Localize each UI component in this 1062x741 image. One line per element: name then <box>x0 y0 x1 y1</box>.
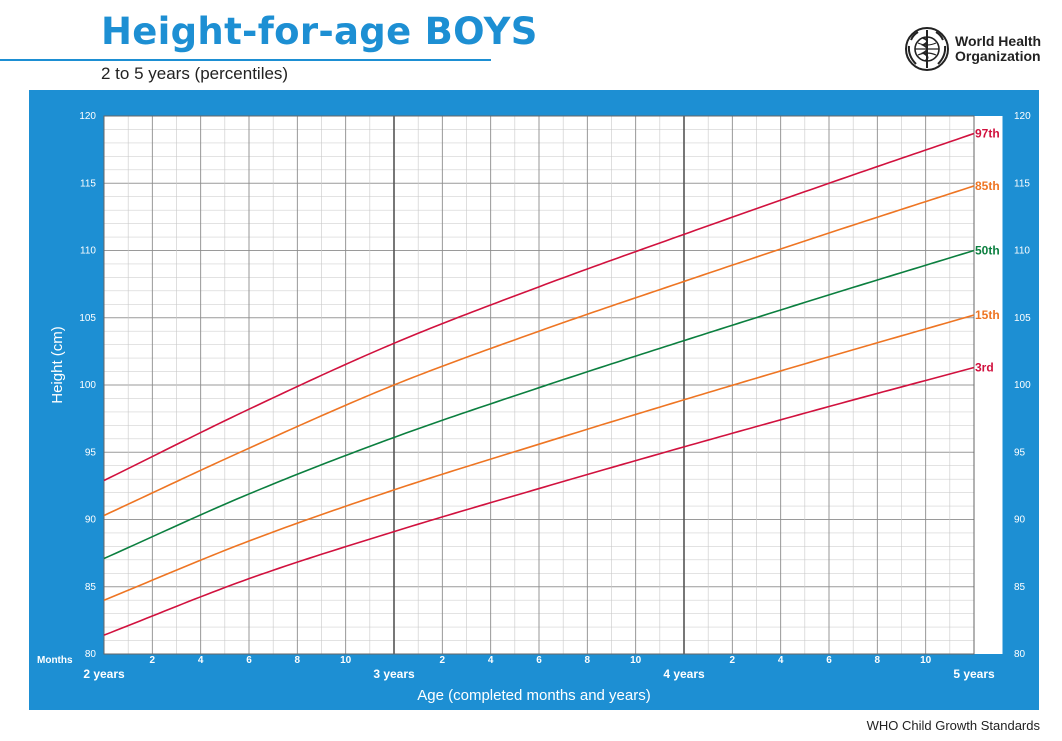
y-tick-label: 95 <box>1014 447 1026 458</box>
percentile-label-3rd: 3rd <box>975 361 994 375</box>
percentile-curve-15th <box>103 314 975 601</box>
x-tick-labels: 2 4 6 8 10 2 4 6 8 10 2 4 6 8 10 2 years 3 years 4 years 5… <box>83 655 995 681</box>
x-axis-label: Age (completed months and years) <box>417 687 650 704</box>
percentile-label-15th: 15th <box>975 308 1000 322</box>
percentile-label-97th: 97th <box>975 126 1000 140</box>
chart-panel: 97th 85th 50th 15th 3rd 80 85 90 95 100 105 110 115… <box>29 90 1039 710</box>
month-tick-label: 2 <box>440 655 446 666</box>
y-tick-label: 90 <box>85 515 97 526</box>
month-tick-label: 10 <box>340 655 352 666</box>
footer-note: WHO Child Growth Standards <box>866 718 1040 733</box>
y-tick-label: 120 <box>79 111 96 122</box>
year-tick-label: 3 years <box>373 667 415 681</box>
y-tick-label: 80 <box>85 649 97 660</box>
month-tick-label: 2 <box>150 655 156 666</box>
month-tick-label: 10 <box>630 655 642 666</box>
percentile-curve-3rd <box>103 366 975 636</box>
y-tick-label: 90 <box>1014 515 1026 526</box>
y-tick-label: 95 <box>85 447 97 458</box>
month-tick-label: 4 <box>778 655 784 666</box>
percentile-curve-50th <box>103 249 975 560</box>
growth-chart: 97th 85th 50th 15th 3rd 80 85 90 95 100 105 110 115… <box>37 111 1031 704</box>
y-tick-label: 100 <box>79 380 96 391</box>
y-tick-label: 100 <box>1014 380 1031 391</box>
title-underline <box>0 59 491 61</box>
percentile-label-85th: 85th <box>975 179 1000 193</box>
percentile-curve-85th <box>103 185 975 517</box>
month-tick-label: 6 <box>536 655 542 666</box>
year-tick-label: 2 years <box>83 667 125 681</box>
year-tick-label: 4 years <box>663 667 705 681</box>
month-tick-label: 4 <box>488 655 494 666</box>
y-axis-label: Height (cm) <box>49 326 66 404</box>
org-name-line2: Organization <box>955 48 1041 64</box>
page-subtitle: 2 to 5 years (percentiles) <box>101 64 289 83</box>
label-strip <box>974 116 1003 654</box>
org-name-line1: World Health <box>955 33 1042 49</box>
percentile-curve-97th <box>103 132 975 482</box>
month-tick-label: 8 <box>295 655 301 666</box>
y-tick-label: 105 <box>79 313 96 324</box>
who-emblem-icon <box>905 27 949 71</box>
minor-grid <box>104 115 974 655</box>
y-tick-label: 115 <box>1014 178 1030 189</box>
month-tick-label: 8 <box>585 655 591 666</box>
y-tick-labels-right: 80 85 90 95 100 105 110 115 120 <box>1014 111 1031 660</box>
percentile-curves <box>103 132 975 636</box>
month-tick-label: 2 <box>730 655 736 666</box>
percentile-label-50th: 50th <box>975 244 1000 258</box>
y-tick-label: 120 <box>1014 111 1031 122</box>
months-unit-label: Months <box>37 655 73 666</box>
percentile-labels: 97th 85th 50th 15th 3rd <box>975 126 1000 374</box>
page-title: Height-for-age BOYS <box>101 10 538 53</box>
month-tick-label: 10 <box>920 655 932 666</box>
y-tick-label: 105 <box>1014 313 1031 324</box>
month-tick-label: 8 <box>875 655 881 666</box>
y-tick-label: 115 <box>80 178 96 189</box>
year-tick-label: 5 years <box>953 667 995 681</box>
y-tick-label: 85 <box>85 582 97 593</box>
month-tick-label: 6 <box>246 655 252 666</box>
month-tick-label: 6 <box>826 655 832 666</box>
month-tick-label: 4 <box>198 655 204 666</box>
who-logo: World Health Organization <box>904 26 1041 72</box>
plot-border <box>103 115 975 655</box>
y-tick-label: 110 <box>1014 246 1030 257</box>
y-tick-label: 85 <box>1014 582 1026 593</box>
y-tick-labels-left: 80 85 90 95 100 105 110 115 120 <box>79 111 96 660</box>
y-tick-label: 80 <box>1014 649 1026 660</box>
y-tick-label: 110 <box>80 246 96 257</box>
